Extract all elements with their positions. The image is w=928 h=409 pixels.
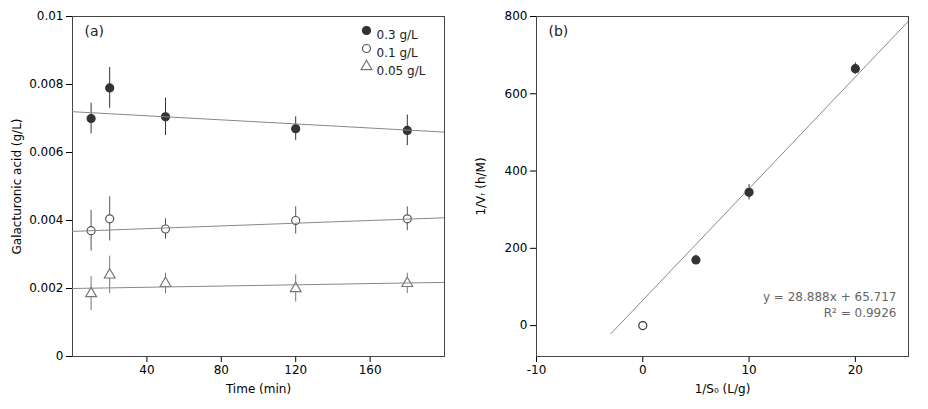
svg-text:-10: -10 — [527, 363, 547, 377]
svg-text:800: 800 — [505, 9, 528, 23]
svg-text:0.01: 0.01 — [37, 9, 64, 23]
svg-text:10: 10 — [741, 363, 756, 377]
svg-text:20: 20 — [848, 363, 863, 377]
svg-text:80: 80 — [214, 363, 229, 377]
svg-text:200: 200 — [505, 241, 528, 255]
svg-text:0.008: 0.008 — [29, 77, 63, 91]
svg-text:400: 400 — [505, 164, 528, 178]
svg-text:0: 0 — [56, 349, 64, 363]
svg-text:0.1 g/L: 0.1 g/L — [377, 46, 419, 60]
svg-text:120: 120 — [284, 363, 307, 377]
svg-text:0: 0 — [520, 318, 528, 332]
svg-text:y = 28.888x + 65.717: y = 28.888x + 65.717 — [763, 290, 897, 304]
svg-text:0.004: 0.004 — [29, 213, 63, 227]
svg-text:160: 160 — [359, 363, 382, 377]
svg-text:(b): (b) — [549, 23, 569, 39]
svg-text:600: 600 — [505, 87, 528, 101]
svg-text:40: 40 — [139, 363, 154, 377]
svg-text:0: 0 — [639, 363, 647, 377]
svg-text:0.006: 0.006 — [29, 145, 63, 159]
svg-text:R² = 0.9926: R² = 0.9926 — [824, 306, 897, 320]
svg-text:Time (min): Time (min) — [225, 382, 291, 396]
svg-text:0.3 g/L: 0.3 g/L — [377, 28, 419, 42]
svg-text:0.05 g/L: 0.05 g/L — [377, 64, 426, 78]
svg-text:(a): (a) — [85, 23, 105, 39]
svg-text:1/Vᵣ (h/M): 1/Vᵣ (h/M) — [474, 157, 488, 215]
svg-text:1/S₀ (L/g): 1/S₀ (L/g) — [695, 382, 751, 396]
svg-text:Galacturonic acid (g/L): Galacturonic acid (g/L) — [10, 118, 24, 254]
svg-text:0.002: 0.002 — [29, 281, 63, 295]
